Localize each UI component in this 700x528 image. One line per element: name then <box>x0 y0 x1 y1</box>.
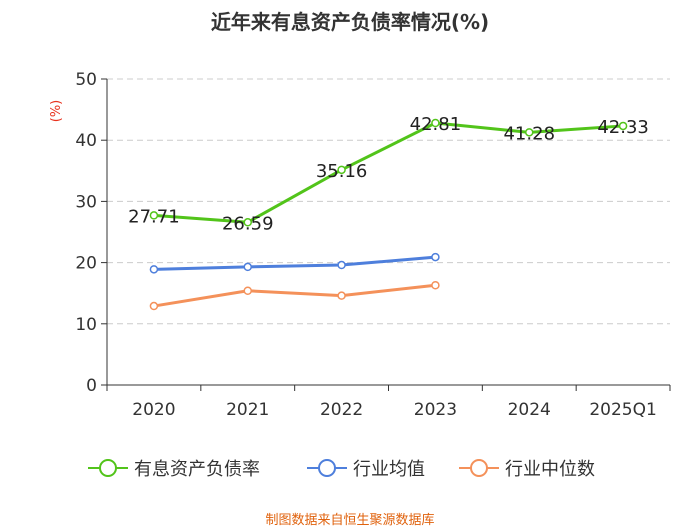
x-tick-label: 2022 <box>320 400 363 420</box>
data-point <box>243 218 252 227</box>
legend-label-series-3: 行业中位数 <box>505 459 595 480</box>
y-tick-label: 10 <box>75 315 97 335</box>
data-point <box>149 211 159 220</box>
data-point <box>149 301 159 311</box>
data-label: 35.16 <box>316 161 368 182</box>
series-line-1 <box>153 121 624 224</box>
y-axis-title: (%) <box>49 100 64 123</box>
x-tick-label: 2025Q1 <box>589 400 656 420</box>
axis-layer: 0 10 20 30 40 50 (%) 2020 2021 2022 2023 2024 2025Q1 <box>49 70 671 420</box>
data-point <box>243 286 252 296</box>
data-point <box>431 280 440 290</box>
chart-title: 近年来有息资产负债率情况(%) <box>210 10 490 34</box>
legend-marker-icon <box>307 459 347 477</box>
data-point <box>525 128 534 137</box>
x-tick-label: 2020 <box>132 400 175 420</box>
y-tick-label: 0 <box>86 376 97 396</box>
data-label: 42.81 <box>410 114 462 135</box>
data-point <box>337 291 346 300</box>
data-label: 26.59 <box>222 213 274 234</box>
data-label: 41.28 <box>503 123 555 144</box>
grid-layer <box>107 78 670 325</box>
y-tick-label: 30 <box>75 192 97 212</box>
data-point <box>431 252 440 262</box>
y-tick-label: 40 <box>75 131 97 151</box>
series-line-3 <box>153 283 436 308</box>
series-line-2 <box>153 255 436 271</box>
y-tick-label: 50 <box>75 70 97 90</box>
legend-item-series-2[interactable]: 行业均值 <box>307 455 425 481</box>
data-point <box>337 165 346 175</box>
legend-marker-icon <box>459 459 499 477</box>
data-label: 42.33 <box>597 117 649 138</box>
data-point <box>337 260 346 270</box>
data-point <box>431 118 440 128</box>
series-layer <box>149 118 628 311</box>
legend-marker-icon <box>88 459 128 477</box>
legend-item-series-1[interactable]: 有息资产负债率 <box>88 455 260 481</box>
data-point <box>243 262 252 272</box>
y-tick-label: 20 <box>75 254 97 274</box>
data-point <box>618 121 628 131</box>
x-tick-label: 2021 <box>226 400 269 420</box>
source-note: 制图数据来自恒生聚源数据库 <box>265 513 435 528</box>
x-tick-label: 2024 <box>508 400 551 420</box>
legend-label-series-1: 有息资产负债率 <box>134 459 260 480</box>
legend-item-series-3[interactable]: 行业中位数 <box>459 455 595 481</box>
x-tick-label: 2023 <box>414 400 457 420</box>
legend-label-series-2: 行业均值 <box>353 459 425 480</box>
data-label: 27.71 <box>128 206 180 227</box>
label-layer: 27.71 26.59 35.16 42.81 41.28 42.33 <box>128 114 649 234</box>
data-point <box>149 265 159 274</box>
